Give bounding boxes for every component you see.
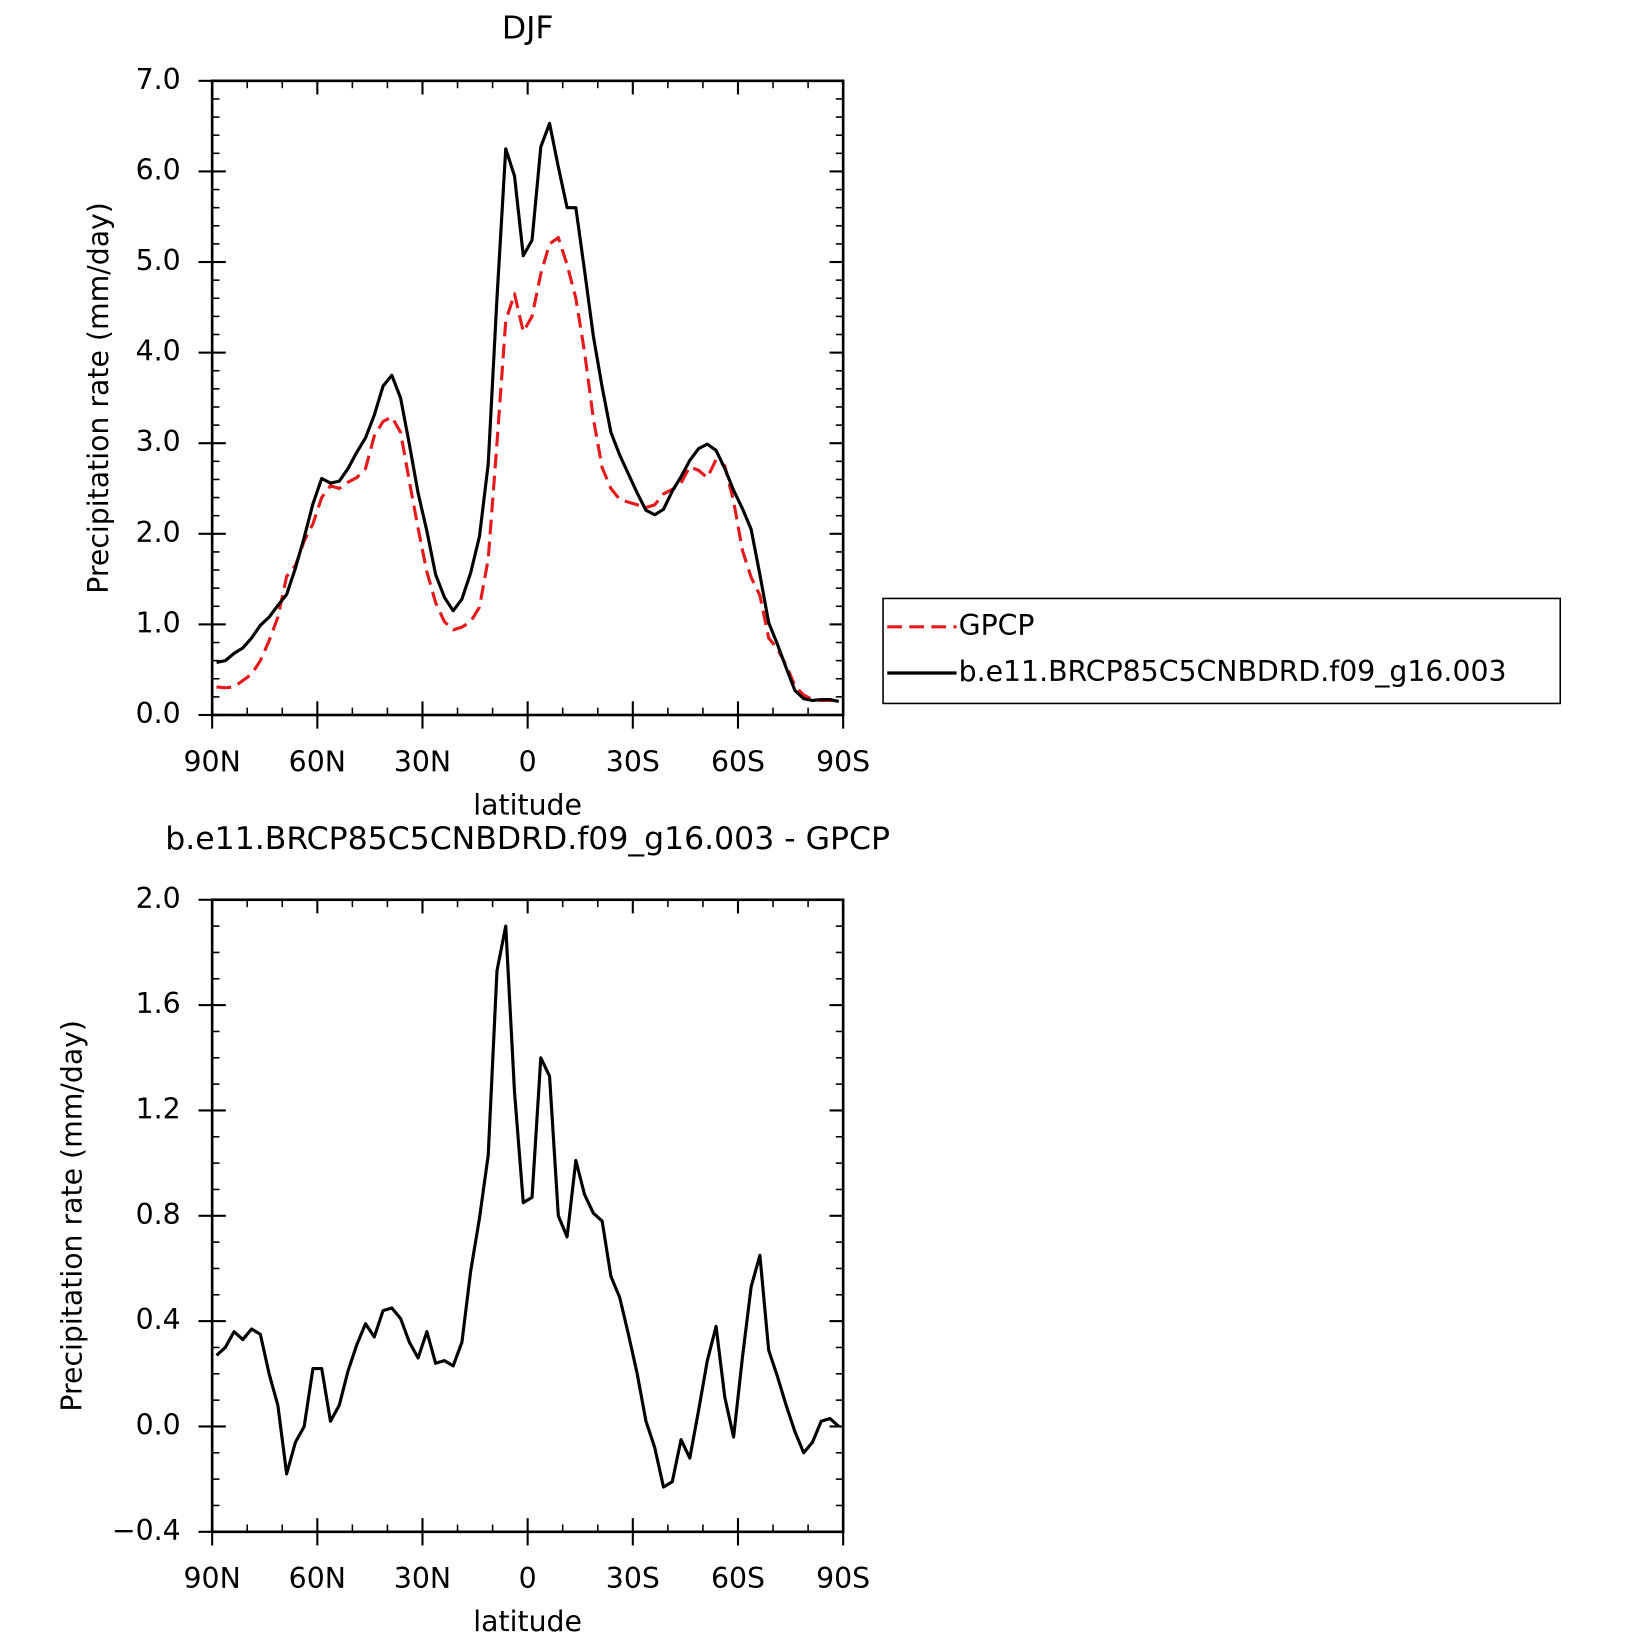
- x-tick-label: 30S: [606, 745, 660, 778]
- y-tick-label: 0.0: [136, 697, 181, 730]
- x-tick-label: 30S: [606, 1562, 660, 1595]
- y-tick-label: 7.0: [136, 63, 181, 96]
- y-tick-label: 5.0: [136, 244, 181, 277]
- x-tick-label: 0: [519, 745, 537, 778]
- x-tick-label: 60N: [289, 745, 346, 778]
- legend-label: b.e11.BRCP85C5CNBDRD.f09_g16.003: [959, 655, 1507, 688]
- y-tick-label: 2.0: [136, 882, 181, 915]
- chart-title: b.e11.BRCP85C5CNBDRD.f09_g16.003 - GPCP: [165, 821, 890, 857]
- y-axis-label: Precipitation rate (mm/day): [56, 1020, 89, 1412]
- x-tick-label: 30N: [394, 745, 451, 778]
- plot-frame: [210, 898, 845, 1534]
- y-tick-label: 1.2: [136, 1092, 181, 1125]
- y-tick-label: 2.0: [136, 516, 181, 549]
- x-tick-label: 0: [519, 1562, 537, 1595]
- x-tick-label: 60S: [711, 1562, 765, 1595]
- x-axis-label: latitude: [473, 788, 582, 821]
- x-tick-label: 60N: [289, 1562, 346, 1595]
- y-tick-label: 3.0: [136, 425, 181, 458]
- x-tick-label: 30N: [394, 1562, 451, 1595]
- y-tick-label: 6.0: [136, 153, 181, 186]
- y-tick-label: 4.0: [136, 335, 181, 368]
- x-tick-label: 90N: [184, 1562, 241, 1595]
- y-tick-label: 1.6: [136, 987, 181, 1020]
- x-tick-label: 60S: [711, 745, 765, 778]
- y-tick-label: −0.4: [112, 1514, 181, 1547]
- plot-frame: [210, 79, 845, 717]
- data-line: [216, 235, 839, 703]
- legend-label: GPCP: [959, 609, 1035, 642]
- x-axis-label: latitude: [473, 1605, 582, 1638]
- y-tick-label: 0.4: [136, 1303, 181, 1336]
- y-tick-label: 1.0: [136, 606, 181, 639]
- data-line: [216, 121, 840, 703]
- y-axis-label: Precipitation rate (mm/day): [82, 202, 115, 594]
- x-tick-label: 90N: [184, 745, 241, 778]
- legend-box: [882, 597, 1562, 705]
- chart-title: DJF: [502, 10, 554, 46]
- data-line: [215, 924, 840, 1489]
- x-tick-label: 90S: [816, 1562, 870, 1595]
- y-tick-label: 0.8: [136, 1198, 181, 1231]
- x-tick-label: 90S: [816, 745, 870, 778]
- y-tick-label: 0.0: [136, 1408, 181, 1441]
